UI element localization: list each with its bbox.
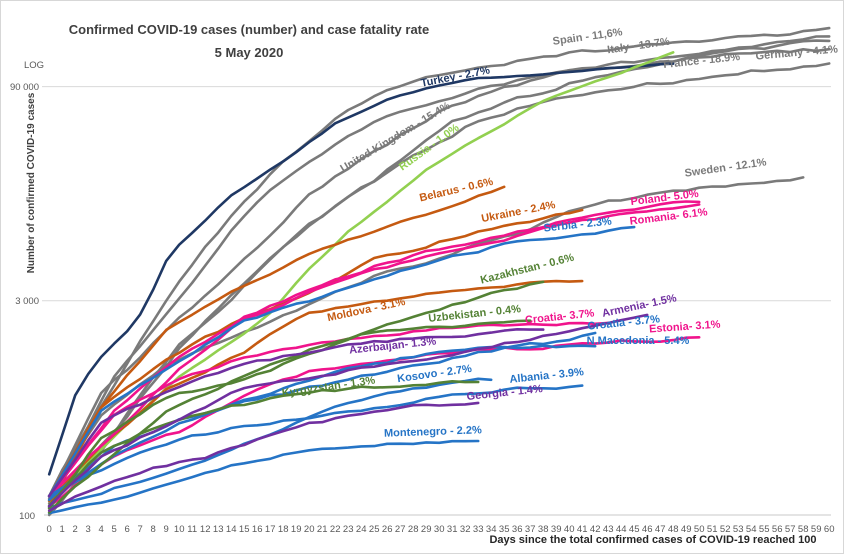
svg-text:17: 17 [265, 524, 276, 535]
svg-text:54: 54 [746, 524, 757, 535]
svg-text:34: 34 [486, 524, 497, 535]
svg-text:21: 21 [317, 524, 328, 535]
svg-text:Belarus - 0.6%: Belarus - 0.6% [418, 176, 494, 205]
svg-text:37: 37 [525, 524, 536, 535]
svg-text:Montenegro - 2.2%: Montenegro - 2.2% [384, 424, 482, 439]
svg-text:12: 12 [200, 524, 211, 535]
svg-text:0: 0 [47, 524, 52, 535]
svg-text:25: 25 [369, 524, 380, 535]
svg-text:3 000: 3 000 [15, 296, 39, 307]
svg-text:100: 100 [19, 511, 35, 522]
svg-text:50: 50 [694, 524, 705, 535]
svg-text:38: 38 [538, 524, 549, 535]
svg-text:14: 14 [226, 524, 237, 535]
svg-text:55: 55 [759, 524, 770, 535]
svg-text:46: 46 [642, 524, 653, 535]
svg-text:42: 42 [590, 524, 601, 535]
svg-text:52: 52 [720, 524, 731, 535]
svg-text:27: 27 [395, 524, 406, 535]
svg-text:9: 9 [164, 524, 169, 535]
svg-text:23: 23 [343, 524, 354, 535]
svg-text:44: 44 [616, 524, 627, 535]
svg-text:24: 24 [356, 524, 367, 535]
svg-text:22: 22 [330, 524, 341, 535]
svg-text:3: 3 [86, 524, 91, 535]
svg-text:16: 16 [252, 524, 263, 535]
svg-text:Estonia- 3.1%: Estonia- 3.1% [649, 319, 721, 336]
svg-text:57: 57 [785, 524, 796, 535]
svg-text:39: 39 [551, 524, 562, 535]
svg-text:5: 5 [112, 524, 117, 535]
svg-text:56: 56 [772, 524, 783, 535]
svg-text:5 May 2020: 5 May 2020 [215, 45, 284, 60]
svg-text:4: 4 [99, 524, 104, 535]
svg-text:Moldova - 3.1%: Moldova - 3.1% [326, 296, 406, 324]
svg-text:8: 8 [151, 524, 156, 535]
svg-text:30: 30 [434, 524, 445, 535]
svg-text:41: 41 [577, 524, 588, 535]
svg-text:LOG: LOG [24, 60, 44, 71]
svg-text:20: 20 [304, 524, 315, 535]
svg-text:18: 18 [278, 524, 289, 535]
svg-text:1: 1 [60, 524, 65, 535]
svg-text:40: 40 [564, 524, 575, 535]
svg-text:France - 18.9%: France - 18.9% [663, 51, 741, 71]
svg-text:43: 43 [603, 524, 614, 535]
svg-text:33: 33 [473, 524, 484, 535]
svg-text:Albania - 3.9%: Albania - 3.9% [509, 366, 585, 386]
svg-text:Sweden - 12.1%: Sweden - 12.1% [684, 156, 768, 179]
svg-text:90 000: 90 000 [10, 82, 39, 93]
svg-text:29: 29 [421, 524, 432, 535]
svg-text:26: 26 [382, 524, 393, 535]
svg-text:48: 48 [668, 524, 679, 535]
svg-text:28: 28 [408, 524, 419, 535]
svg-text:51: 51 [707, 524, 718, 535]
svg-text:Days since the total confirmed: Days since the total confirmed cases of … [489, 534, 816, 546]
svg-text:47: 47 [655, 524, 666, 535]
svg-text:6: 6 [125, 524, 130, 535]
svg-text:59: 59 [811, 524, 822, 535]
svg-text:Georgia - 1.4%: Georgia - 1.4% [466, 383, 543, 403]
svg-text:15: 15 [239, 524, 250, 535]
svg-text:45: 45 [629, 524, 640, 535]
svg-text:49: 49 [681, 524, 692, 535]
svg-text:Number of confirmed COVID-19 c: Number of confirmed COVID-19 cases [26, 92, 37, 273]
svg-text:19: 19 [291, 524, 302, 535]
svg-text:13: 13 [213, 524, 224, 535]
svg-text:Turkey - 2.7%: Turkey - 2.7% [420, 64, 491, 89]
svg-text:Germany - 4.1%: Germany - 4.1% [755, 43, 838, 62]
svg-text:7: 7 [138, 524, 143, 535]
svg-text:Confirmed COVID-19 cases (numb: Confirmed COVID-19 cases (number) and ca… [69, 22, 430, 37]
svg-text:35: 35 [499, 524, 510, 535]
svg-text:31: 31 [447, 524, 458, 535]
svg-text:36: 36 [512, 524, 523, 535]
svg-text:11: 11 [187, 524, 197, 535]
svg-text:2: 2 [73, 524, 78, 535]
svg-text:32: 32 [460, 524, 471, 535]
svg-text:58: 58 [798, 524, 809, 535]
svg-text:N.Macedonia - 5.4%: N.Macedonia - 5.4% [587, 335, 690, 347]
svg-text:10: 10 [174, 524, 185, 535]
svg-text:60: 60 [824, 524, 835, 535]
svg-text:53: 53 [733, 524, 744, 535]
